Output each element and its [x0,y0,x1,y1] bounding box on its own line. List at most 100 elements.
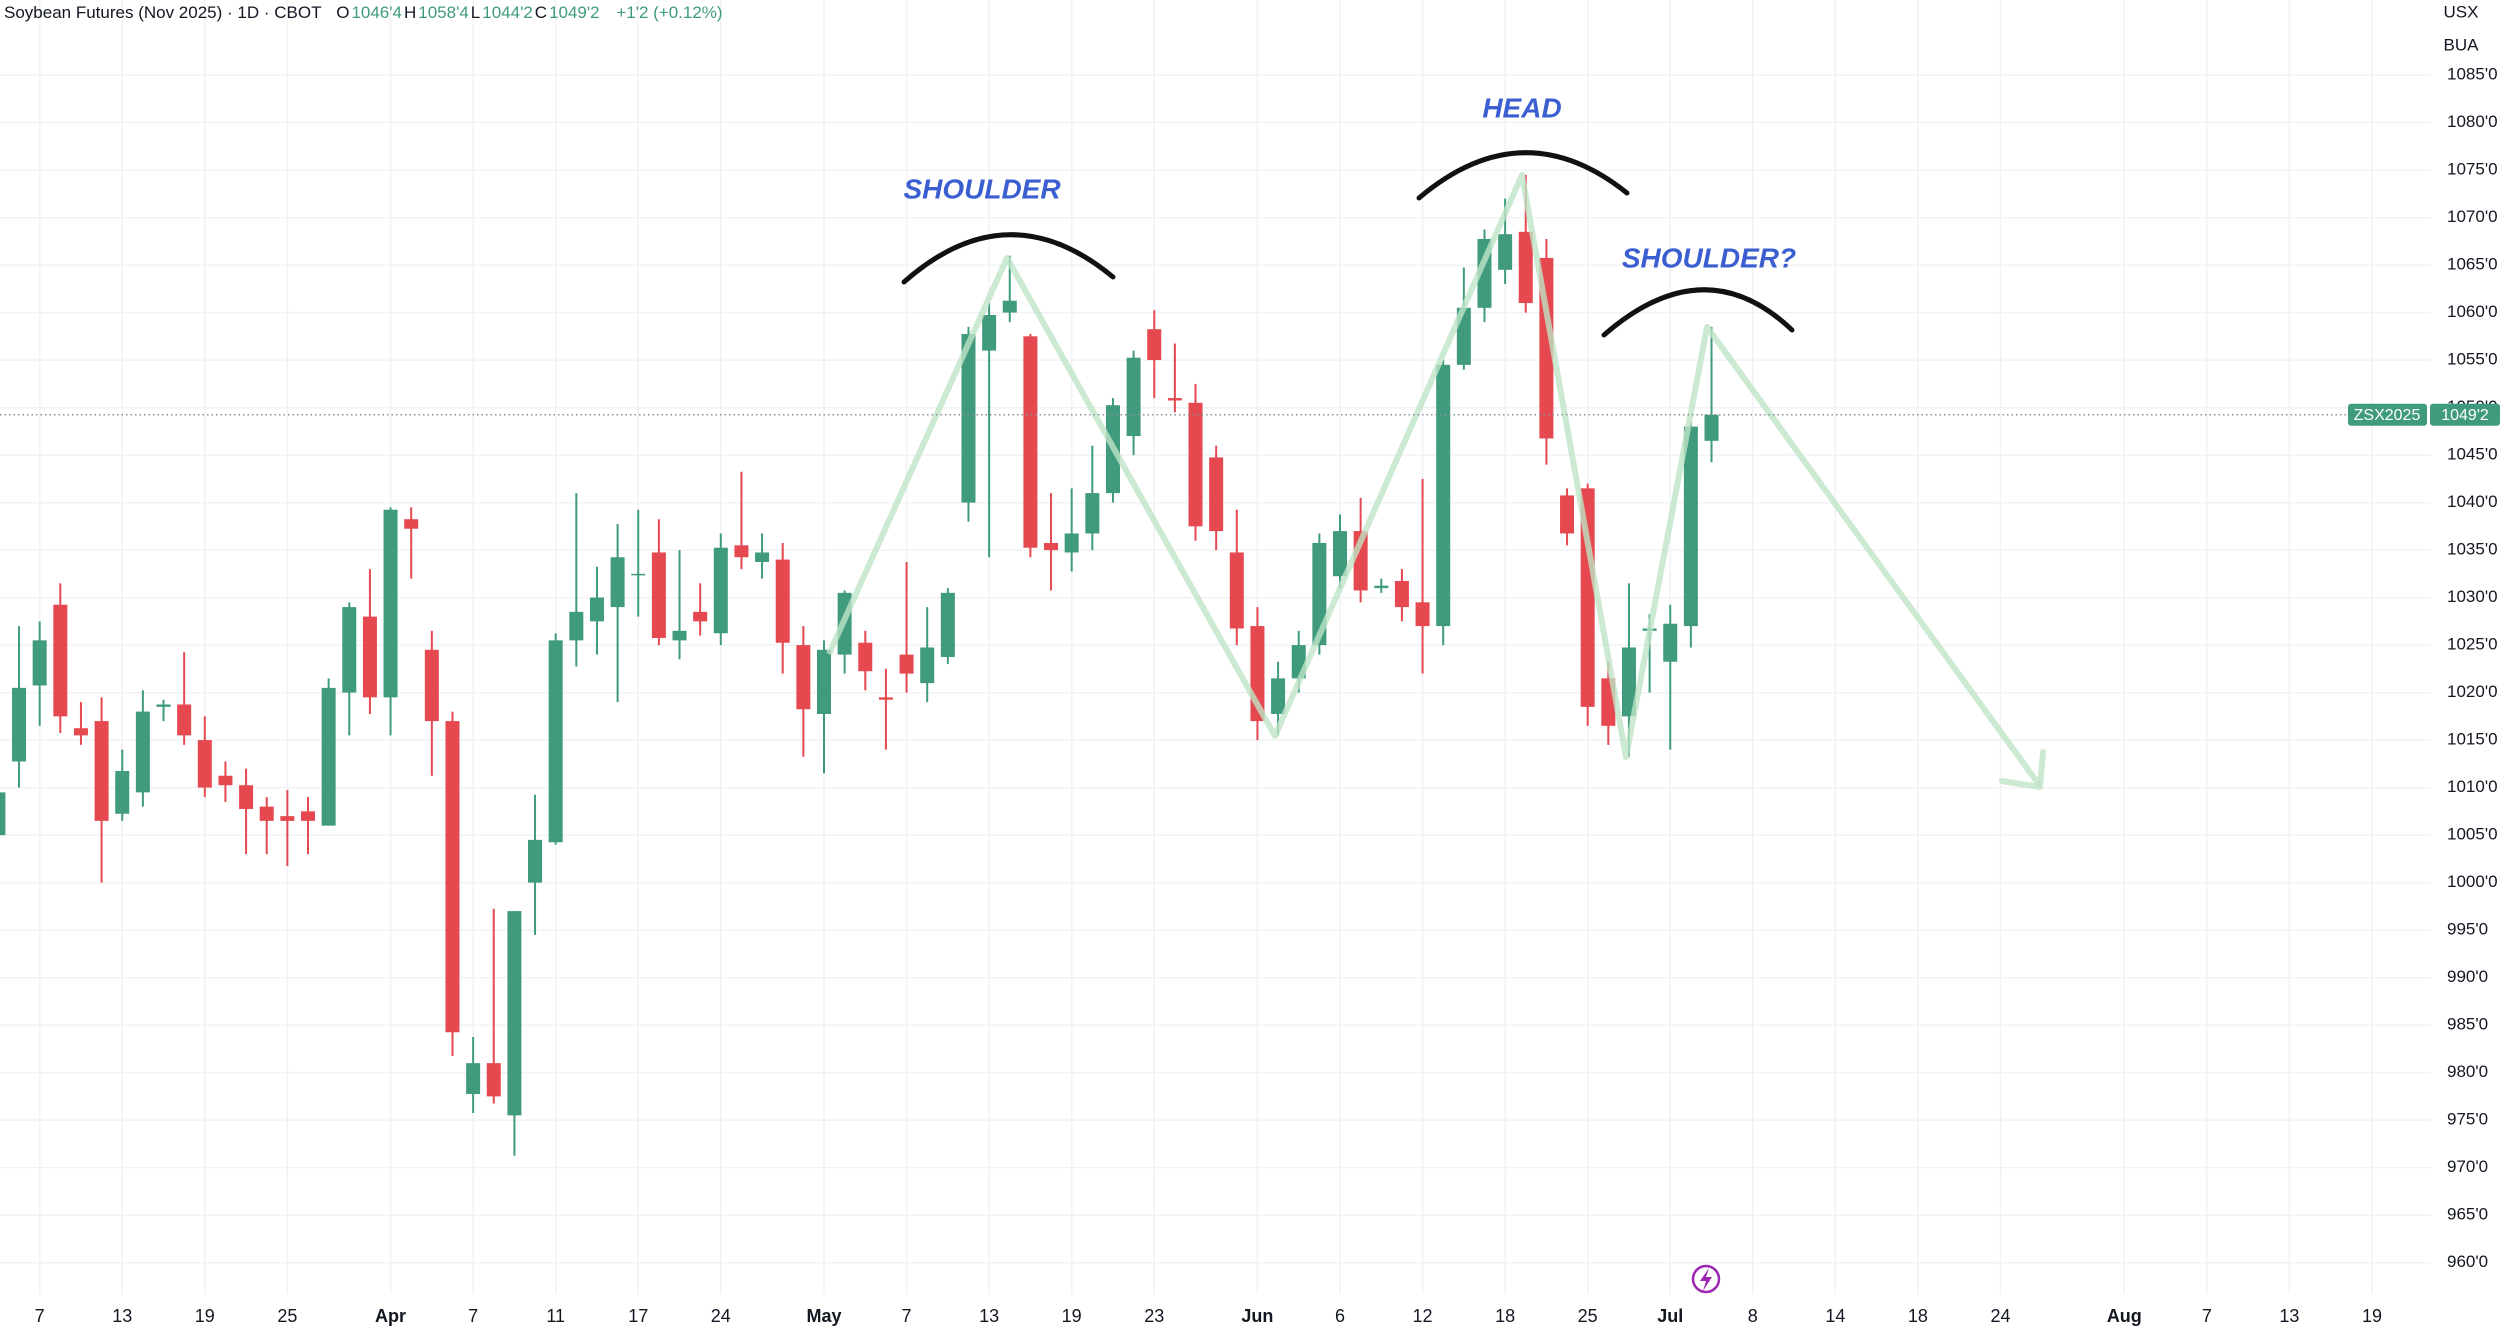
candle-body [1663,623,1678,662]
y-tick-label: 1005'0 [2447,825,2498,844]
candle-body [94,721,109,821]
ohlc-value: 1058'4 [418,3,469,22]
annotation: SHOULDER? [1622,242,1796,273]
y-tick-label: 1055'0 [2447,350,2498,369]
candle-body [259,806,274,821]
ohlc-value: 1046'4 [351,3,402,22]
candle-body [528,839,543,883]
x-tick-label: 8 [1748,1306,1758,1326]
x-tick-label: 24 [711,1306,731,1326]
candle-body [1023,336,1038,548]
candle-body [1374,585,1389,589]
y-tick-label: 970'0 [2447,1157,2488,1176]
ohlc-value: 1044'2 [482,3,533,22]
y-tick-label: 1035'0 [2447,540,2498,559]
x-tick-label: Aug [2107,1306,2142,1326]
candle-body [1209,457,1224,532]
x-tick-label: 24 [1990,1306,2010,1326]
candle-body [817,649,831,714]
x-tick-label: 7 [468,1306,478,1326]
candle-body [424,649,439,722]
pattern-arrow [1999,749,2046,790]
candle-body [1704,414,1719,441]
candle-body [982,314,997,351]
ohlc: O 1046'4 H 1058'4 L 1044'2 C 1049'2 [328,3,601,22]
x-tick-label: 7 [902,1306,912,1326]
y-tick-label: 980'0 [2447,1062,2488,1081]
ohlc-value: 1049'2 [549,3,600,22]
candle-body [1147,329,1162,361]
candle-body [755,552,770,562]
y-tick-label: 1030'0 [2447,587,2498,606]
axis: USX BUA 960'0 965'0 970'0 975'0 980'0 985'0 99… [35,2,2498,1325]
x-tick-label: 13 [2279,1306,2299,1326]
candle-body [1560,495,1575,534]
candle-body [197,740,212,788]
candle-body [1044,542,1059,551]
candle-body [1580,488,1595,707]
candle-body [631,573,646,576]
head-arc [1416,150,1630,201]
candle-body [1436,364,1451,627]
candle-body [73,728,88,736]
unit-label: BUA [2444,35,2480,54]
candle-body [53,604,68,717]
y-tick-label: 1080'0 [2447,112,2498,131]
candle-body [218,775,233,786]
candle-body [362,616,377,698]
candle-body [693,611,708,622]
y-tick-label: 1060'0 [2447,302,2498,321]
ohlc-key: H [403,3,417,22]
candle-body [486,1063,501,1097]
candle-body [858,642,873,672]
symbol-tag [2348,403,2427,426]
y-tick-label: 990'0 [2447,967,2488,986]
candle-body [899,654,914,674]
candle-body [1518,231,1533,304]
candle-body [1621,647,1636,717]
candle-body [1064,533,1079,553]
candle-body [878,697,893,700]
x-tick-label: May [806,1306,841,1326]
candle-body [672,630,687,641]
x-tick-label: 7 [35,1306,45,1326]
candle-body [589,597,604,622]
x-tick-label: 19 [1062,1306,1082,1326]
x-tick-label: 18 [1495,1306,1515,1326]
icon[interactable] [1691,1264,1721,1294]
x-tick-label: Jun [1241,1306,1273,1326]
y-tick-label: 985'0 [2447,1015,2488,1034]
candle-body [1229,552,1244,629]
symbol-tag-label: ZSX2025 [2354,407,2421,424]
candle-body [1126,357,1141,437]
x-tick-label: 19 [2362,1306,2382,1326]
candle-body [1085,493,1100,534]
y-tick-label: 1010'0 [2447,777,2498,796]
drawings: SHOULDER HEAD SHOULDER? [826,92,2046,790]
candle-body [280,816,295,821]
legend-header: Soybean Futures (Nov 2025) · 1D · CBOT O… [4,2,725,24]
x-tick-label: Jul [1657,1306,1683,1326]
x-tick-label: 25 [277,1306,297,1326]
x-tick-label: 13 [979,1306,999,1326]
y-tick-label: 1070'0 [2447,207,2498,226]
shoulder-arc [901,232,1116,285]
candle-body [507,911,522,1116]
shoulder-arc [1601,287,1795,338]
candle-body [713,547,728,634]
y-tick-label: 1085'0 [2447,65,2498,84]
x-tick-label: 23 [1144,1306,1164,1326]
candle-body [115,770,130,814]
currency-label: USX [2444,2,2479,21]
annotation: SHOULDER [903,173,1061,204]
y-tick-label: 1000'0 [2447,872,2498,891]
y-tick-label: 975'0 [2447,1110,2488,1129]
candle-body [1312,542,1327,646]
symbol-title: Soybean Futures (Nov 2025) · 1D · CBOT [4,3,322,22]
candle-body [569,611,584,641]
y-tick-label: 1015'0 [2447,730,2498,749]
y-tick-label: 965'0 [2447,1205,2488,1224]
annotation: HEAD [1482,92,1561,123]
